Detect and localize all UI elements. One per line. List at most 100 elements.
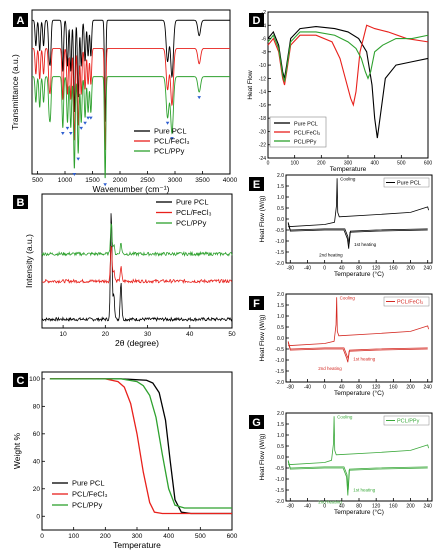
panel-b-x-tick-label: 30 bbox=[144, 331, 152, 338]
panel-f-first-heating-line bbox=[287, 341, 428, 361]
series-line-purepcl bbox=[267, 26, 429, 139]
peak-marker bbox=[79, 126, 84, 130]
panel-g-y-tick-label: 2.0 bbox=[277, 411, 284, 417]
panel-g-y-tick-label: -1.0 bbox=[275, 477, 284, 483]
panel-d-x-tick-label: 400 bbox=[370, 161, 379, 167]
panel-e-x-tick-label: 0 bbox=[323, 266, 326, 272]
series-line-pclfecl bbox=[49, 378, 232, 515]
panel-b-x-tick-label: 20 bbox=[102, 331, 110, 338]
legend-label: PCL/FeCl₃ bbox=[72, 490, 108, 499]
panel-e-y-tick-label: 0.5 bbox=[277, 206, 284, 212]
panel-f-y-tick-label: -0.5 bbox=[275, 347, 284, 353]
panel-d-x-axis-label: Temperature bbox=[330, 166, 367, 173]
peak-marker bbox=[170, 137, 174, 141]
panel-g-x-tick-label: 200 bbox=[406, 504, 415, 510]
panel-d-y-tick-label: -22 bbox=[259, 143, 266, 149]
panel-e-annotation-cooling: Cooling bbox=[340, 176, 356, 181]
panel-g-y-tick-label: 1.5 bbox=[277, 422, 284, 428]
panel-c-y-axis-label: Weight % bbox=[12, 432, 22, 469]
panel-d-y-tick-label: -14 bbox=[259, 90, 266, 96]
legend-label: PCL/PPy bbox=[176, 219, 207, 228]
panel-e-legend-label: Pure PCL bbox=[397, 180, 421, 186]
panel-letter-bg bbox=[249, 13, 264, 27]
legend-label: Pure PCL bbox=[72, 479, 105, 488]
panel-g-first-heating-line bbox=[287, 460, 428, 490]
legend-label: Pure PCL bbox=[294, 122, 318, 128]
panel-letter-bg bbox=[13, 195, 28, 209]
panel-f-second-heating-line bbox=[287, 342, 428, 363]
panel-g-annotation-cooling: Cooling bbox=[337, 414, 353, 419]
legend-label: PCL/FeCl₃ bbox=[294, 131, 320, 137]
panel-e-x-tick-label: -40 bbox=[304, 266, 311, 272]
panel-d-y-tick-label: -24 bbox=[259, 156, 266, 162]
panel-e-cooling-line bbox=[288, 178, 429, 228]
panel-letter: F bbox=[253, 298, 260, 310]
panel-letter: C bbox=[17, 375, 25, 387]
peak-marker bbox=[68, 131, 73, 135]
series-line-pclppy bbox=[267, 31, 429, 82]
panel-g-x-tick-label: -40 bbox=[304, 504, 311, 510]
series-line-purepcl bbox=[41, 213, 233, 323]
panel-a-x-tick-label: 2500 bbox=[140, 177, 155, 184]
panel-d-y-tick-label: -6 bbox=[262, 37, 267, 43]
panel-f-y-axis-label: Heat Flow (W/g) bbox=[259, 315, 266, 362]
panel-f-legend-label: PCL/FeCl₃ bbox=[397, 299, 423, 305]
panel-f-annotation-second-heating: 2nd heating bbox=[318, 366, 342, 371]
series-line-pclppy bbox=[32, 76, 230, 179]
panel-d-x-tick-label: 300 bbox=[344, 161, 353, 167]
peak-marker bbox=[61, 131, 65, 135]
peak-marker bbox=[65, 126, 70, 130]
panel-e-y-tick-label: -0.5 bbox=[275, 228, 284, 234]
panel-letter-bg bbox=[249, 415, 264, 429]
panel-d-x-tick-label: 600 bbox=[424, 161, 433, 167]
panel-f-y-tick-label: -1.0 bbox=[275, 358, 284, 364]
panel-letter: D bbox=[253, 15, 261, 27]
panel-f-annotation-first-heating: 1st heating bbox=[353, 357, 376, 362]
panel-d-y-tick-label: -18 bbox=[259, 116, 266, 122]
panel-e-x-tick-label: -80 bbox=[287, 266, 294, 272]
peak-marker bbox=[86, 116, 90, 120]
panel-e-annotation-first-heating: 1st heating bbox=[354, 242, 377, 247]
peak-marker bbox=[72, 172, 77, 176]
panel-f-x-tick-label: 120 bbox=[372, 385, 381, 391]
panel-d-y-tick-label: -16 bbox=[259, 103, 266, 109]
panel-g-annotation-second-heating: 2nd heating bbox=[318, 500, 342, 505]
panel-letter: B bbox=[17, 197, 25, 209]
panel-b-frame bbox=[41, 193, 233, 329]
legend-label: PCL/PPy bbox=[154, 147, 185, 156]
legend-label: Pure PCL bbox=[176, 198, 209, 207]
series-line-pclfecl bbox=[41, 245, 233, 285]
panel-b-x-axis-label: 2θ (degree) bbox=[115, 338, 159, 348]
panel-c-x-tick-label: 500 bbox=[195, 533, 206, 540]
panel-letter: E bbox=[253, 179, 260, 191]
panel-a-x-axis-label: Wavenumber (cm⁻¹) bbox=[93, 184, 170, 194]
panel-e-y-axis-label: Heat Flow (W/g) bbox=[259, 196, 266, 243]
panel-e-x-axis-label: Temperature (°C) bbox=[334, 270, 384, 278]
panel-a-x-tick-label: 1000 bbox=[58, 177, 73, 184]
panel-f-x-axis-label: Temperature (°C) bbox=[334, 389, 384, 397]
panel-f-legend-box bbox=[383, 296, 430, 307]
panel-d-x-tick-label: 500 bbox=[397, 161, 406, 167]
panel-e-x-tick-label: 120 bbox=[372, 266, 381, 272]
panel-a-x-tick-label: 3000 bbox=[168, 177, 183, 184]
panel-c-x-tick-label: 300 bbox=[132, 533, 143, 540]
peak-marker bbox=[89, 116, 93, 120]
panel-e-first-heating-line bbox=[287, 222, 428, 245]
series-line-pclfecl bbox=[32, 47, 230, 150]
panel-f-y-tick-label: 2.0 bbox=[277, 292, 284, 298]
panel-g-y-tick-label: 0.0 bbox=[277, 455, 284, 461]
legend-label: PCL/FeCl₃ bbox=[154, 137, 190, 146]
panel-e-x-tick-label: 240 bbox=[424, 266, 433, 272]
panel-b-x-tick-label: 50 bbox=[228, 331, 236, 338]
panel-e-x-tick-label: 200 bbox=[406, 266, 415, 272]
panel-f-x-tick-label: 40 bbox=[339, 385, 345, 391]
panel-f-x-tick-label: -80 bbox=[287, 385, 294, 391]
panel-letter-bg bbox=[13, 373, 28, 387]
panel-f-y-tick-label: 0.0 bbox=[277, 336, 284, 342]
panel-f-annotation-cooling: Cooling bbox=[340, 295, 356, 300]
panel-g-y-tick-label: -1.5 bbox=[275, 488, 284, 494]
panel-g-second-heating-line bbox=[287, 461, 428, 496]
panel-a-series-group bbox=[32, 19, 230, 179]
peak-marker bbox=[103, 183, 107, 187]
